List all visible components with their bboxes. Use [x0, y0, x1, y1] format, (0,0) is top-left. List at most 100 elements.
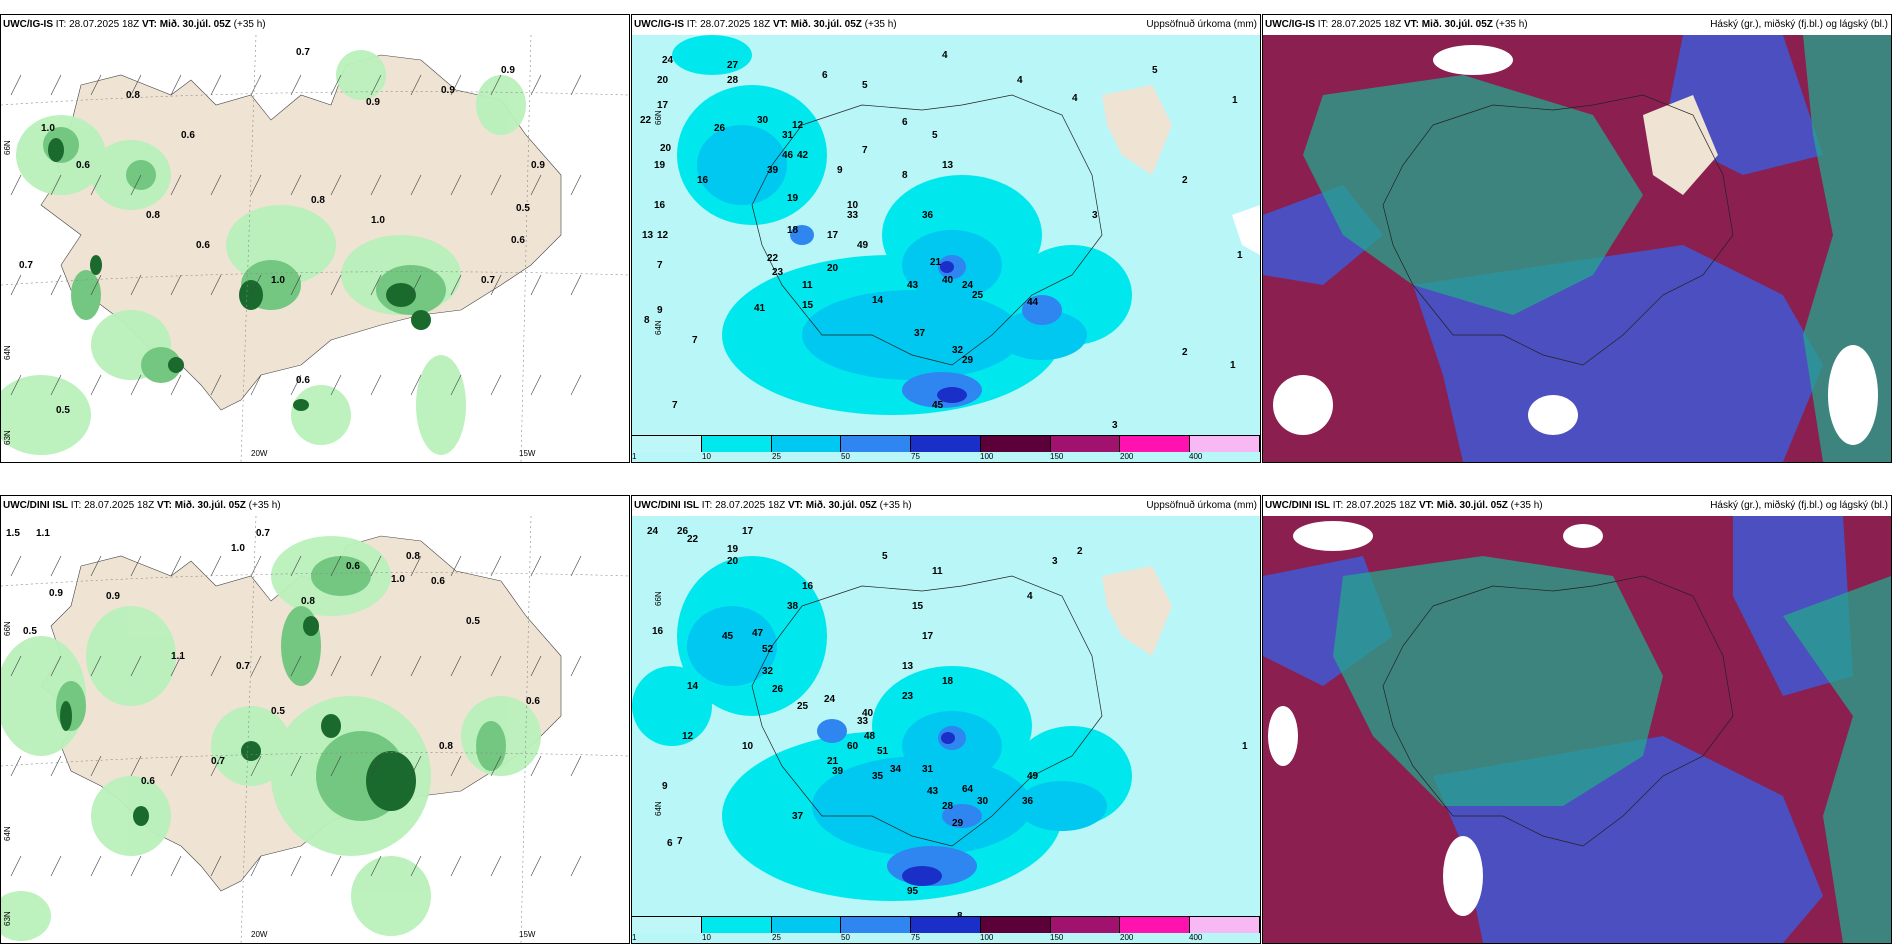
- forecast-step: (+35 h): [879, 500, 912, 511]
- map-canvas[interactable]: 0.7 0.8 0.9 0.6 1.0 0.6 0.8 0.6 1.0 0.8 …: [1, 35, 629, 462]
- map-label: 17: [827, 230, 839, 241]
- map-label: 7: [672, 400, 678, 411]
- map-label: 25: [972, 290, 984, 301]
- panel-bottom-precip-wind: UWC/DINI ISL IT: 28.07.2025 18Z VT: Mið.…: [0, 495, 630, 944]
- map-label: 41: [754, 303, 766, 314]
- map-label: 13: [942, 160, 954, 171]
- panel-header: UWC/IG-IS IT: 28.07.2025 18Z VT: Mið. 30…: [1263, 15, 1891, 35]
- map-label: 0.7: [19, 260, 33, 271]
- clear-land-patches: [1643, 95, 1718, 195]
- precip-heavy-layer: [48, 138, 431, 411]
- map-label: 19: [654, 160, 666, 171]
- map-label: 43: [927, 786, 939, 797]
- map-label: 0.6: [181, 130, 195, 141]
- map-label: 0.5: [56, 405, 70, 416]
- map-label: 6: [822, 70, 828, 81]
- map-label: 0.8: [301, 596, 315, 607]
- map-label: 22: [767, 253, 779, 264]
- map-label: 13: [642, 230, 654, 241]
- panel-bottom-clouds: UWC/DINI ISL IT: 28.07.2025 18Z VT: Mið.…: [1262, 495, 1892, 944]
- colorbar-tick: 400: [1189, 933, 1203, 942]
- map-label: 1.0: [371, 215, 385, 226]
- precip-25-layer: [697, 125, 1087, 380]
- map-label: 5: [1152, 65, 1158, 76]
- map-label: 22: [687, 534, 699, 545]
- colorbar-tick: 150: [1050, 933, 1064, 942]
- map-label: 34: [890, 764, 902, 775]
- map-label: 1: [1237, 250, 1243, 261]
- map-label: 24: [662, 55, 674, 66]
- map-label: 27: [727, 60, 739, 71]
- forecast-step: (+35 h): [1510, 500, 1543, 511]
- map-canvas[interactable]: [1263, 35, 1891, 462]
- map-label: 0.8: [146, 210, 160, 221]
- map-label: 0.9: [49, 588, 63, 599]
- map-label: 26: [772, 684, 784, 695]
- map-label: 37: [914, 328, 926, 339]
- map-label: 45: [722, 631, 734, 642]
- map-label: 43: [907, 280, 919, 291]
- axis-lat-label: 66N: [3, 140, 12, 155]
- init-time: IT: 28.07.2025 18Z: [686, 19, 771, 30]
- land-patch: [1232, 205, 1260, 255]
- valid-label: VT:: [1403, 19, 1419, 30]
- map-label: 18: [942, 676, 954, 687]
- colorbar-tick: 25: [772, 452, 781, 461]
- map-label: 17: [922, 631, 934, 642]
- map-svg: [1, 35, 629, 462]
- colorbar-segment: [1190, 436, 1260, 452]
- map-label: 8: [902, 170, 908, 181]
- valid-time: Mið. 30.júl. 05Z: [1436, 500, 1508, 511]
- map-label: 0.6: [346, 561, 360, 572]
- colorbar-segment: [632, 436, 702, 452]
- wind-barbs: [10, 555, 582, 877]
- colorbar-segment: [980, 917, 1051, 933]
- map-label: 1.5: [6, 528, 20, 539]
- map-label: 15: [912, 601, 924, 612]
- valid-label: VT:: [787, 500, 803, 511]
- map-label: 0.6: [431, 576, 445, 587]
- map-label: 11: [932, 566, 943, 577]
- valid-time: Mið. 30.júl. 05Z: [159, 19, 231, 30]
- map-label: 33: [857, 716, 869, 727]
- map-label: 36: [922, 210, 934, 221]
- map-label: 21: [930, 257, 942, 268]
- map-label: 17: [742, 526, 754, 537]
- axis-lon-label: 15W: [519, 449, 536, 458]
- map-label: 31: [782, 130, 794, 141]
- map-label: 9: [837, 165, 843, 176]
- valid-time: Mið. 30.júl. 05Z: [1421, 19, 1493, 30]
- map-canvas[interactable]: 24 20 17 22 19 20 16 13 12 7 9 8 7 7 4 5…: [632, 35, 1260, 462]
- map-canvas[interactable]: 1.5 1.1 0.7 1.0 0.8 0.6 0.9 0.5 0.9 0.6 …: [1, 516, 629, 943]
- map-label: 0.8: [126, 90, 140, 101]
- map-label: 6: [667, 838, 673, 849]
- panel-variable-title: Uppsöfnuð úrkoma (mm): [1146, 500, 1257, 511]
- valid-label: VT:: [156, 500, 172, 511]
- map-label: 14: [872, 295, 884, 306]
- valid-label: VT:: [772, 19, 788, 30]
- valid-time: Mið. 30.júl. 05Z: [805, 500, 877, 511]
- panel-variable-title: Uppsöfnuð úrkoma (mm): [1146, 19, 1257, 30]
- map-label: 45: [932, 400, 944, 411]
- iceland-coastline: [1382, 94, 1734, 366]
- colorbar-tick: 75: [911, 933, 920, 942]
- map-canvas[interactable]: 24 26 17 16 12 10 9 7 6 5 4 3 2 1 8 11 1…: [632, 516, 1260, 943]
- init-time: IT: 28.07.2025 18Z: [55, 19, 140, 30]
- map-canvas[interactable]: [1263, 516, 1891, 943]
- map-label: 26: [677, 526, 689, 537]
- map-label: 0.7: [296, 47, 310, 58]
- map-label: 0.9: [531, 160, 545, 171]
- map-label: 0.6: [511, 235, 525, 246]
- clear-sky-patches: [1273, 45, 1878, 445]
- map-label: 39: [832, 766, 844, 777]
- graticule: [1, 35, 629, 462]
- map-label: 0.5: [271, 706, 285, 717]
- map-label: 64: [962, 784, 974, 795]
- colorbar-segment: [841, 436, 912, 452]
- map-label: 1: [1232, 95, 1238, 106]
- map-label: 1.1: [171, 651, 185, 662]
- map-label: 35: [872, 771, 884, 782]
- map-label: 0.9: [441, 85, 455, 96]
- colorbar-segment: [980, 436, 1051, 452]
- axis-lon-label: 15W: [519, 930, 536, 939]
